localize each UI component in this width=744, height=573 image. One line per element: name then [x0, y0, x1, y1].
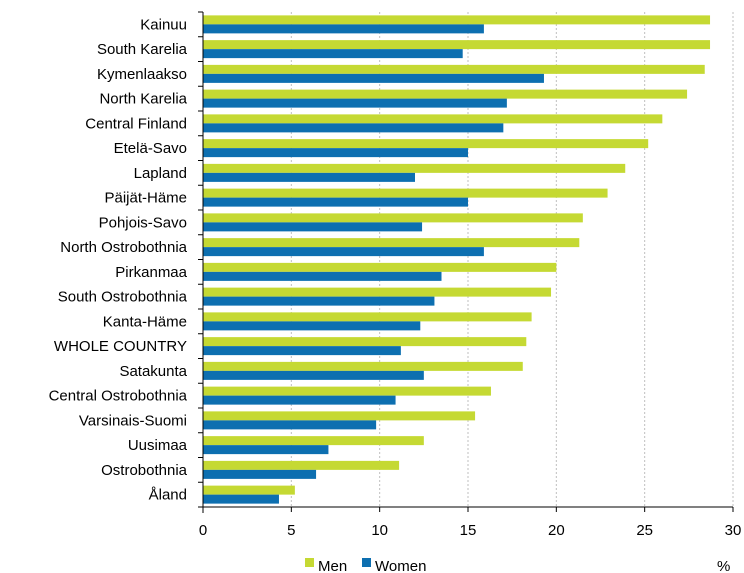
bar-women-central-ostrobothnia — [203, 395, 396, 405]
bar-women-north-karelia — [203, 98, 507, 108]
bar-men-kanta-hame — [203, 312, 532, 322]
category-label-varsinais-suomi: Varsinais-Suomi — [79, 412, 187, 429]
legend-swatch-men — [305, 558, 314, 567]
bar-men-kymenlaakso — [203, 64, 705, 74]
category-label-kainuu: Kainuu — [140, 16, 187, 33]
bar-women-south-ostrobothnia — [203, 296, 435, 306]
bar-men-north-ostrobothnia — [203, 238, 580, 248]
bar-women-kanta-hame — [203, 321, 421, 331]
category-label-lapland: Lapland — [134, 165, 187, 182]
bar-men-etela-savo — [203, 139, 649, 149]
legend: Men Women — [305, 558, 426, 573]
bar-men-satakunta — [203, 361, 523, 371]
x-tick-label-10: 10 — [371, 522, 388, 539]
category-label-ostrobothnia: Ostrobothnia — [101, 462, 188, 479]
category-label-pohjois-savo: Pohjois-Savo — [99, 214, 187, 231]
x-tick-label-0: 0 — [199, 522, 207, 539]
x-tick-label-5: 5 — [287, 522, 295, 539]
bar-women-uusimaa — [203, 445, 329, 455]
bar-men-kainuu — [203, 15, 711, 25]
bar-men-north-karelia — [203, 89, 688, 99]
bar-men-central-finland — [203, 114, 663, 124]
bar-men-ostrobothnia — [203, 460, 400, 470]
bar-men-pohjois-savo — [203, 213, 583, 223]
legend-label-men: Men — [318, 558, 347, 573]
bar-women-north-ostrobothnia — [203, 247, 484, 257]
category-label-kanta-hame: Kanta-Häme — [103, 313, 187, 330]
category-label-central-ostrobothnia: Central Ostrobothnia — [49, 388, 188, 405]
category-label-aland: Åland — [149, 487, 187, 504]
bar-women-south-karelia — [203, 49, 463, 59]
bar-women-satakunta — [203, 370, 424, 380]
bar-women-ostrobothnia — [203, 469, 317, 479]
bar-women-central-finland — [203, 123, 504, 133]
bar-men-whole-country — [203, 337, 527, 347]
legend-label-women: Women — [375, 558, 426, 573]
bar-men-uusimaa — [203, 436, 424, 446]
bar-women-kainuu — [203, 24, 484, 34]
bar-women-aland — [203, 494, 279, 504]
bar-men-lapland — [203, 163, 626, 173]
x-tick-label-30: 30 — [725, 522, 742, 539]
bar-men-south-karelia — [203, 40, 711, 50]
legend-swatch-women — [362, 558, 371, 567]
bar-men-varsinais-suomi — [203, 411, 476, 421]
bar-men-paijat-hame — [203, 188, 608, 198]
bar-women-varsinais-suomi — [203, 420, 377, 430]
bar-women-etela-savo — [203, 148, 468, 158]
category-labels: Kainuu South Karelia Kymenlaakso North Kare… — [49, 16, 188, 503]
unit-label: % — [717, 558, 730, 573]
category-label-south-ostrobothnia: South Ostrobothnia — [58, 289, 188, 306]
x-tick-label-25: 25 — [636, 522, 653, 539]
category-label-satakunta: Satakunta — [119, 363, 187, 380]
x-tick-labels: 0 5 10 15 20 25 30 — [199, 522, 742, 539]
x-tick-label-15: 15 — [460, 522, 477, 539]
x-tick-label-20: 20 — [548, 522, 565, 539]
bar-men-pirkanmaa — [203, 262, 557, 272]
bar-men-aland — [203, 485, 295, 495]
bars — [203, 15, 711, 504]
category-label-whole-country: WHOLE COUNTRY — [54, 338, 187, 355]
category-label-paijat-hame: Päijät-Häme — [104, 190, 187, 207]
bar-women-kymenlaakso — [203, 73, 544, 83]
bar-women-paijat-hame — [203, 197, 468, 207]
category-label-uusimaa: Uusimaa — [128, 437, 188, 454]
grid-lines — [290, 12, 734, 507]
category-label-pirkanmaa: Pirkanmaa — [115, 264, 187, 281]
category-label-kymenlaakso: Kymenlaakso — [97, 66, 187, 83]
bar-men-central-ostrobothnia — [203, 386, 491, 396]
axes — [198, 11, 734, 513]
category-label-etela-savo: Etelä-Savo — [114, 140, 187, 157]
bar-women-pirkanmaa — [203, 271, 442, 281]
bar-women-whole-country — [203, 346, 401, 356]
bar-men-south-ostrobothnia — [203, 287, 552, 297]
category-label-central-finland: Central Finland — [85, 115, 187, 132]
category-label-north-ostrobothnia: North Ostrobothnia — [60, 239, 187, 256]
category-label-south-karelia: South Karelia — [97, 41, 188, 58]
bar-women-lapland — [203, 172, 415, 182]
category-label-north-karelia: North Karelia — [99, 91, 187, 108]
bar-women-pohjois-savo — [203, 222, 423, 232]
